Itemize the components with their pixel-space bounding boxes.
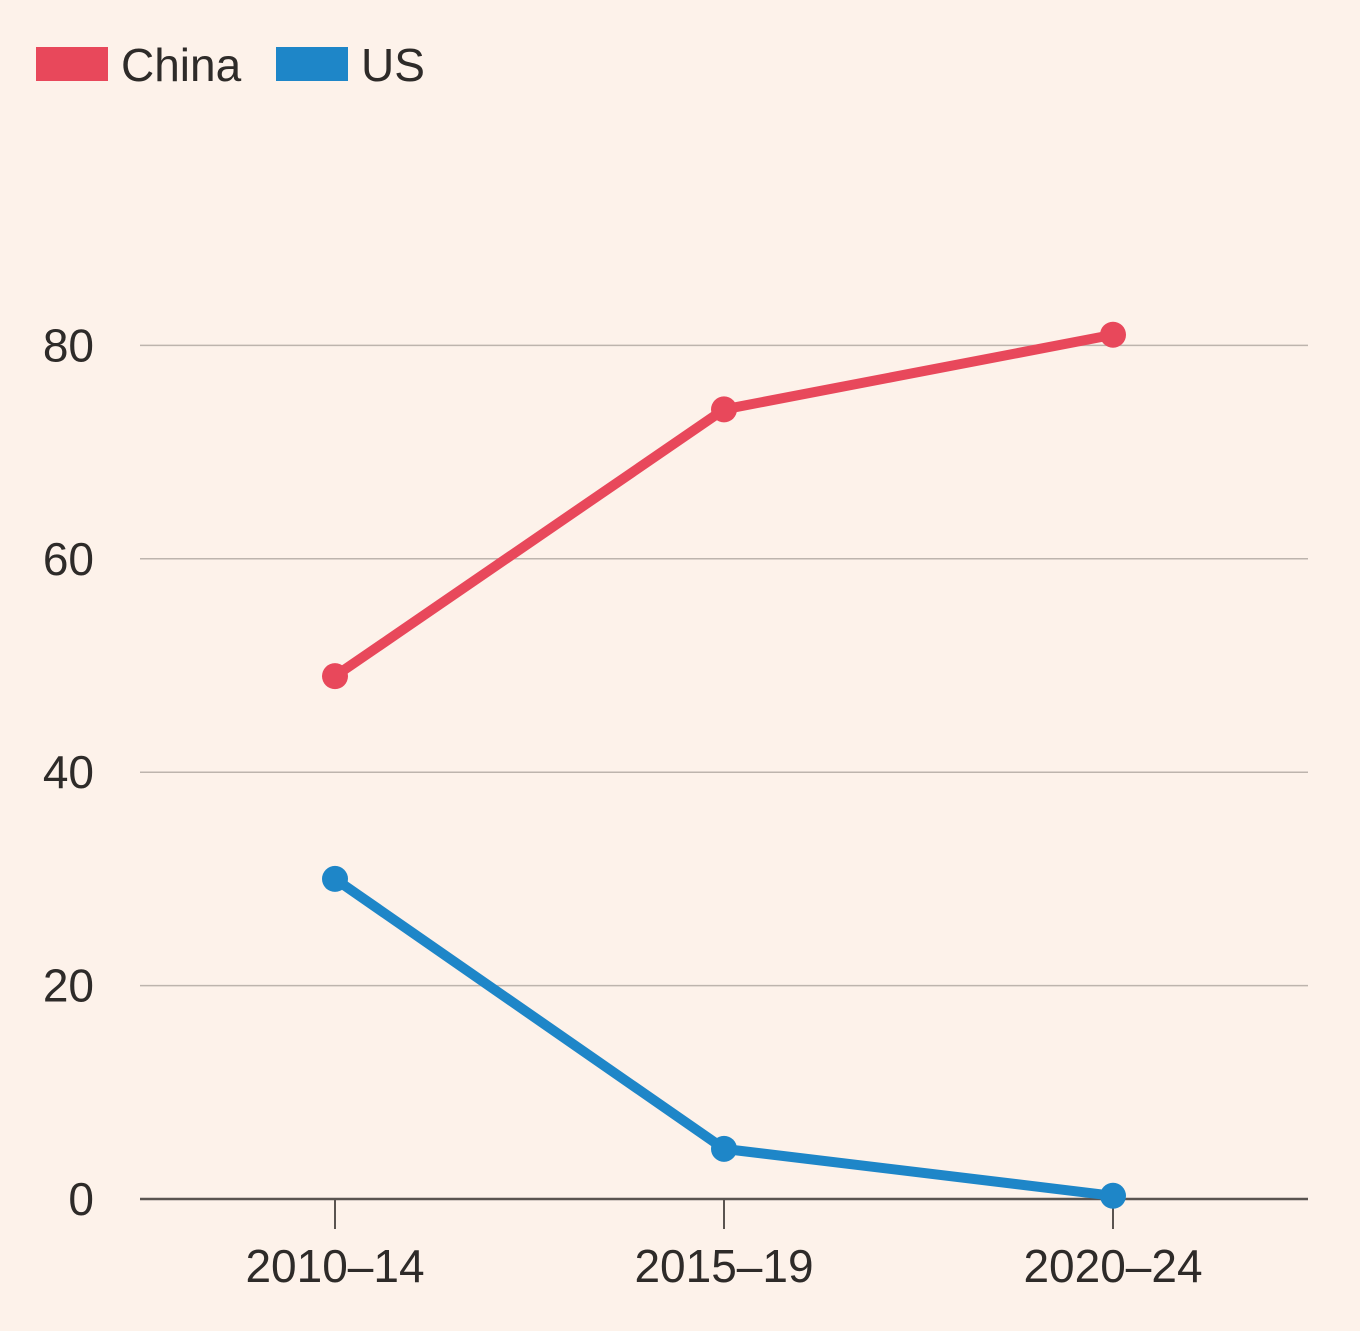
data-point-china [711, 396, 737, 423]
legend-label-china: China [121, 39, 242, 91]
data-point-us [322, 865, 348, 892]
x-tick-label: 2010–14 [245, 1240, 424, 1292]
legend-swatch-china [36, 47, 108, 81]
gridlines [140, 344, 1308, 987]
series-lines [322, 321, 1126, 1209]
legend: China US [36, 39, 425, 91]
x-tick-label: 2020–24 [1023, 1240, 1202, 1292]
axes: 0 20 40 60 80 2010–14 2015–19 2020–24 [43, 319, 1308, 1292]
data-point-china [1100, 321, 1126, 348]
legend-swatch-us [276, 47, 348, 81]
y-tick-label: 0 [68, 1173, 94, 1225]
data-point-us [1100, 1182, 1126, 1209]
y-tick-label: 80 [43, 319, 94, 371]
data-point-china [322, 663, 348, 690]
y-tick-label: 40 [43, 746, 94, 798]
data-point-us [711, 1135, 737, 1162]
series-line-china [330, 329, 1118, 682]
y-tick-label: 20 [43, 960, 94, 1012]
y-tick-label: 60 [43, 533, 94, 585]
x-tick-label: 2015–19 [634, 1240, 813, 1292]
legend-label-us: US [361, 39, 425, 91]
